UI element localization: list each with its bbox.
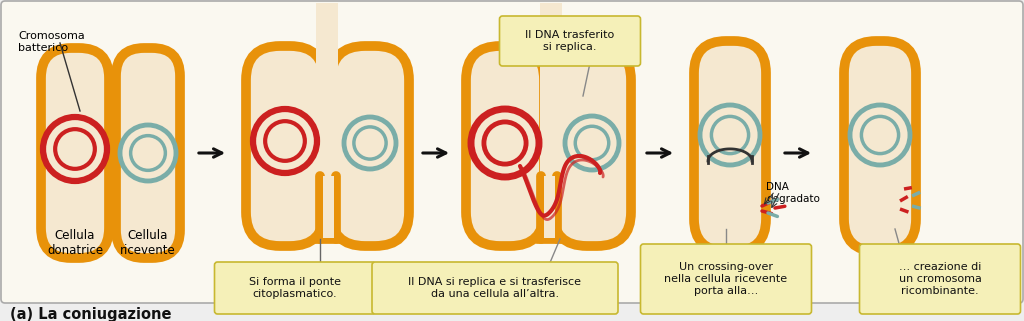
Text: (a) La coniugazione: (a) La coniugazione	[10, 307, 171, 321]
Text: … creazione di
un cromosoma
ricombinante.: … creazione di un cromosoma ricombinante…	[899, 262, 981, 296]
FancyBboxPatch shape	[1, 1, 1023, 303]
FancyBboxPatch shape	[246, 46, 324, 246]
Bar	[544, 176, 555, 238]
Text: Il DNA trasferito
si replica.: Il DNA trasferito si replica.	[525, 30, 614, 52]
Bar	[540, 3, 562, 203]
FancyBboxPatch shape	[553, 46, 631, 246]
Text: Cromosoma
batterico: Cromosoma batterico	[18, 31, 85, 53]
FancyBboxPatch shape	[500, 16, 640, 66]
Bar	[316, 3, 338, 203]
Text: Il DNA si replica e si trasferisce
da una cellula all’altra.: Il DNA si replica e si trasferisce da un…	[409, 277, 582, 299]
FancyBboxPatch shape	[372, 262, 618, 314]
FancyBboxPatch shape	[41, 48, 109, 258]
Bar	[323, 176, 334, 238]
FancyBboxPatch shape	[116, 48, 180, 258]
FancyBboxPatch shape	[844, 41, 916, 251]
Text: Si forma il ponte
citoplasmatico.: Si forma il ponte citoplasmatico.	[249, 277, 341, 299]
FancyBboxPatch shape	[640, 244, 811, 314]
FancyBboxPatch shape	[331, 46, 409, 246]
FancyBboxPatch shape	[859, 244, 1021, 314]
Text: Cellula
donatrice: Cellula donatrice	[47, 229, 103, 257]
Text: Cellula
ricevente: Cellula ricevente	[120, 229, 176, 257]
Text: DNA
degradato: DNA degradato	[766, 182, 820, 204]
FancyBboxPatch shape	[214, 262, 376, 314]
Text: Un crossing-over
nella cellula ricevente
porta alla…: Un crossing-over nella cellula ricevente…	[665, 262, 787, 296]
FancyBboxPatch shape	[694, 41, 766, 251]
FancyBboxPatch shape	[466, 46, 544, 246]
